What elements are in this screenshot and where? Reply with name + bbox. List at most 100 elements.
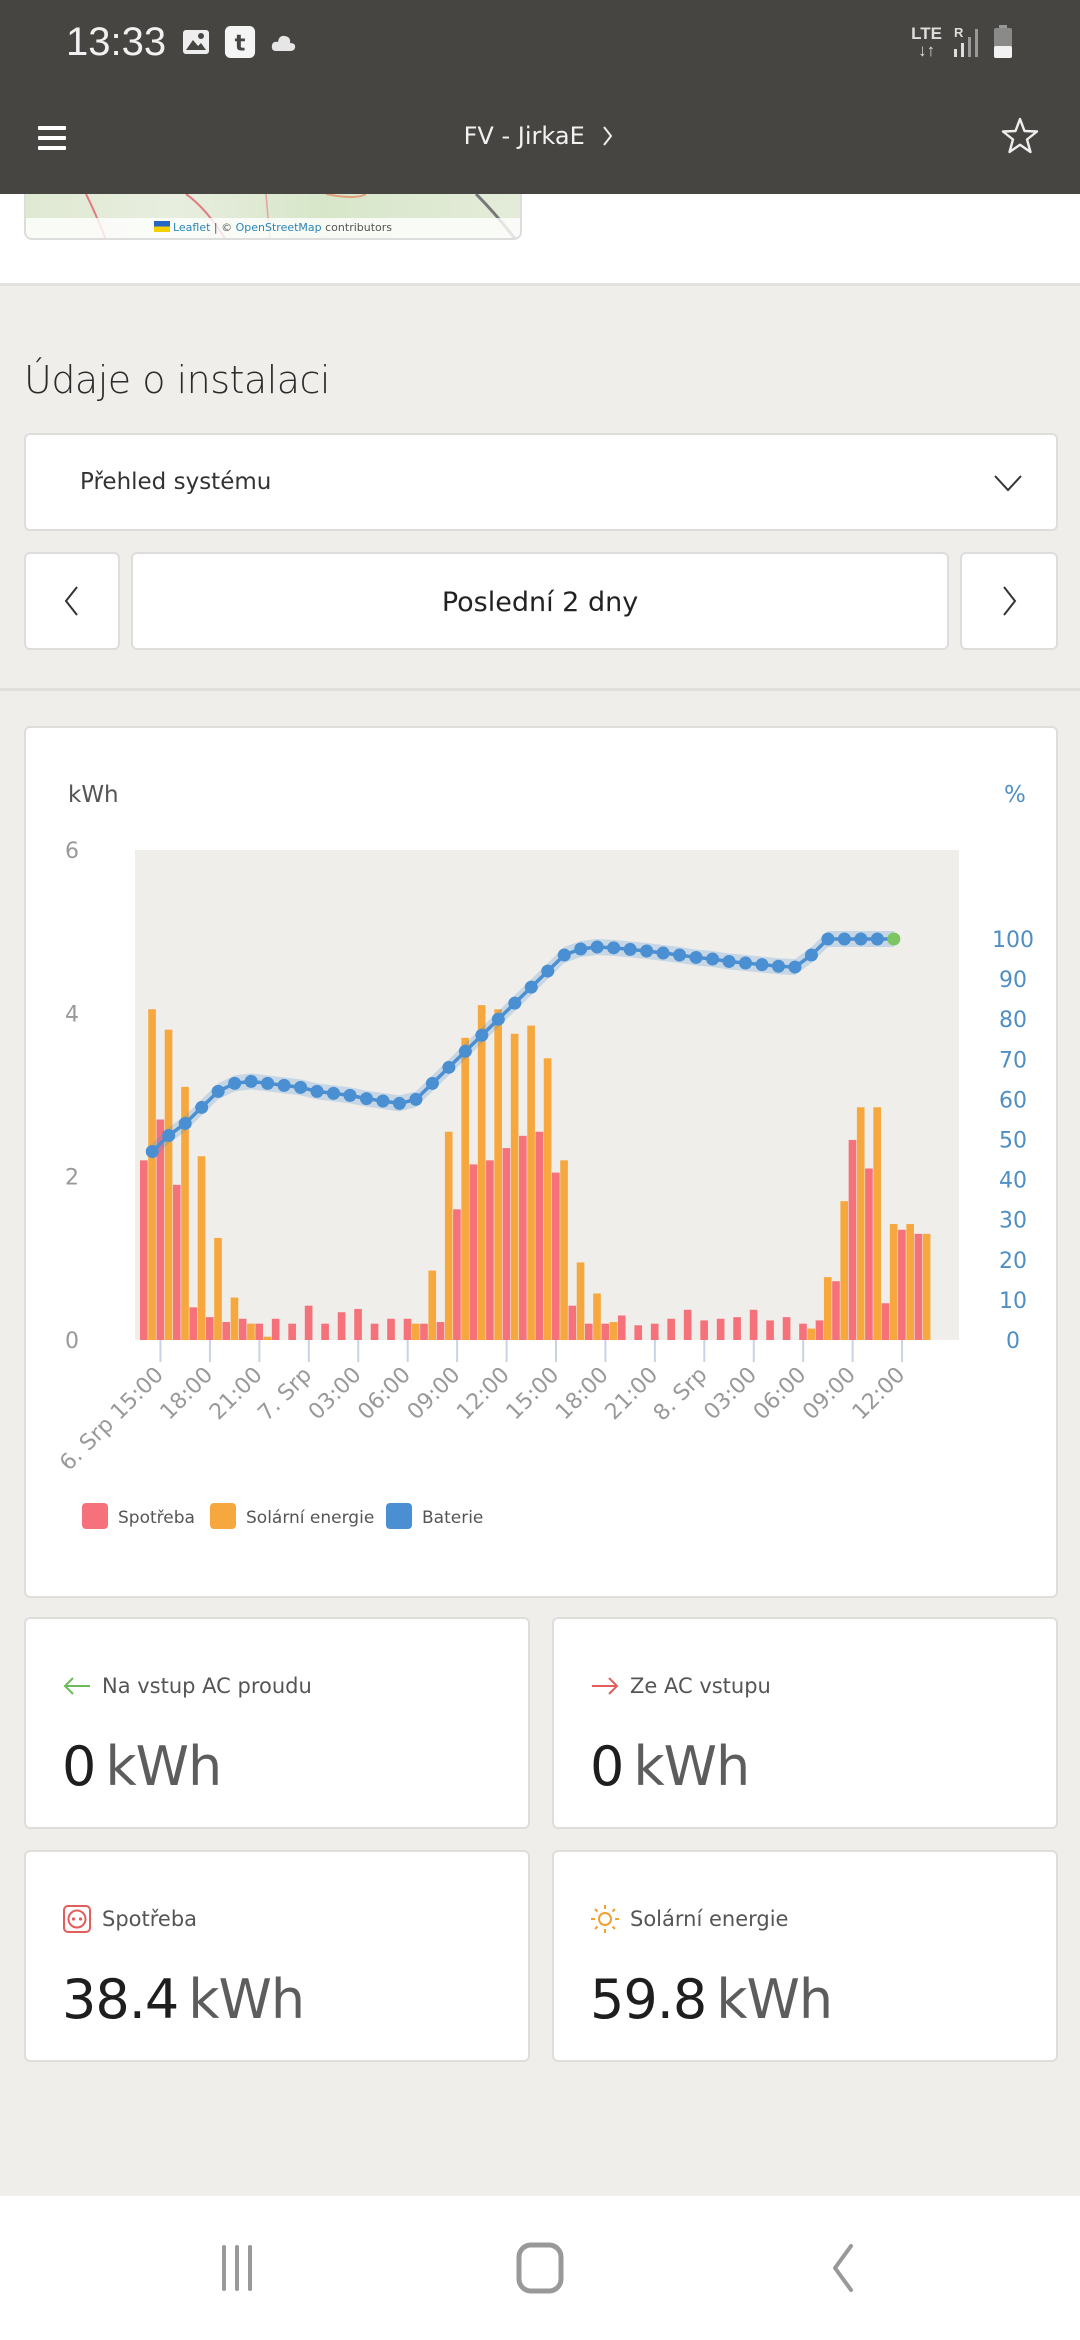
consumption-bar	[238, 1318, 247, 1340]
home-button[interactable]	[505, 2236, 575, 2300]
legend-label: Baterie	[422, 1508, 483, 1528]
solar-bar	[922, 1233, 931, 1340]
x-tick-label: 15:00	[502, 1363, 565, 1426]
consumption-bar	[189, 1307, 198, 1340]
consumption-bar	[271, 1318, 280, 1340]
consumption-bar	[486, 1160, 494, 1340]
solar-bar	[889, 1224, 898, 1340]
battery-point	[837, 932, 851, 946]
solar-bar	[214, 1237, 222, 1340]
y-right-tick-label: 80	[999, 1008, 1027, 1033]
stat-card-ac-input-out[interactable]: Ze AC vstupu 0 kWh	[552, 1617, 1058, 1829]
battery-point	[425, 1076, 439, 1090]
stat-card-solar[interactable]: Solární energie 59.8 kWh	[552, 1850, 1058, 2062]
ukraine-flag-icon	[153, 221, 170, 232]
stat-card-consumption[interactable]: Spotřeba 38.4 kWh	[24, 1850, 530, 2062]
battery-point	[673, 948, 687, 962]
solar-bar	[230, 1297, 239, 1340]
battery-point	[854, 932, 868, 946]
consumption-bar	[650, 1323, 659, 1340]
consumption-bar	[634, 1325, 643, 1340]
lte-indicator: LTE ↓↑	[911, 24, 942, 60]
y-right-tick-label: 40	[999, 1169, 1027, 1194]
consumption-bar	[535, 1131, 544, 1340]
energy-chart[interactable]: kWh % 0 2 4 6 0 10 20 30 40 50 60 70 80 90 100 6. Srp…	[26, 728, 1060, 1600]
map-section: Leaflet | © OpenStreetMap contributors	[0, 194, 1080, 286]
openstreetmap-link[interactable]: OpenStreetMap	[235, 221, 322, 234]
battery-point	[508, 996, 522, 1010]
stat-unit: kWh	[105, 1735, 222, 1798]
battery-point	[442, 1060, 456, 1074]
signal-icon: R	[954, 25, 978, 57]
y-right-tick-label: 60	[999, 1088, 1027, 1113]
solar-bar	[527, 1025, 535, 1340]
battery-point	[771, 959, 785, 973]
legend-swatch	[386, 1503, 412, 1529]
app-header: 13:33 t LTE ↓↑ R FV - JirkaE	[0, 0, 1080, 194]
x-tick-label: 7. Srp	[253, 1363, 317, 1427]
previous-period-button[interactable]	[24, 552, 120, 650]
consumption-bar	[601, 1323, 610, 1340]
battery-point	[327, 1086, 341, 1100]
consumption-bar	[222, 1322, 231, 1340]
menu-button[interactable]	[36, 124, 70, 152]
stat-card-ac-input-in[interactable]: Na vstup AC proudu 0 kWh	[24, 1617, 530, 1829]
battery-point	[755, 958, 769, 972]
x-tick-label: 18:00	[551, 1363, 614, 1426]
attribution-suffix: contributors	[321, 221, 393, 234]
arrow-right-icon	[590, 1671, 620, 1701]
section-divider	[0, 688, 1080, 691]
battery-point	[640, 944, 654, 958]
sun-icon	[590, 1904, 620, 1934]
battery-point	[887, 932, 901, 946]
battery-point	[277, 1078, 291, 1092]
consumption-bar	[832, 1281, 840, 1340]
battery-point	[689, 950, 703, 964]
back-button[interactable]	[808, 2236, 878, 2300]
consumption-bar	[156, 1119, 165, 1340]
next-period-button[interactable]	[960, 552, 1058, 650]
system-navigation-bar	[0, 2196, 1080, 2340]
consumption-bar	[552, 1172, 560, 1340]
x-tick-label: 12:00	[452, 1363, 515, 1426]
consumption-bar	[420, 1323, 428, 1340]
stat-value: 0 kWh	[62, 1735, 222, 1798]
map[interactable]: Leaflet | © OpenStreetMap contributors	[24, 194, 522, 240]
consumption-bar	[354, 1308, 362, 1340]
chevron-right-icon	[1003, 586, 1017, 616]
view-select[interactable]: Přehled systému	[24, 433, 1058, 531]
recents-icon	[222, 2245, 252, 2291]
battery-point	[623, 942, 637, 956]
battery-point	[376, 1094, 390, 1108]
x-tick-label: 06:00	[353, 1363, 416, 1426]
solar-bar	[840, 1201, 849, 1340]
consumption-bar	[568, 1305, 577, 1340]
battery-line	[151, 937, 894, 1153]
period-range-label: Poslední 2 dny	[441, 587, 639, 618]
leaflet-link[interactable]: Leaflet	[172, 221, 211, 234]
solar-bar	[856, 1107, 865, 1340]
consumption-bar	[321, 1323, 329, 1340]
solar-bar	[494, 1009, 502, 1340]
stat-number: 59.8	[590, 1968, 707, 2031]
y-left-tick-label: 4	[65, 1002, 79, 1027]
consumption-bar	[584, 1323, 593, 1340]
recents-button[interactable]	[202, 2236, 272, 2300]
y-right-tick-label: 50	[999, 1129, 1027, 1154]
battery-point	[228, 1076, 242, 1090]
consumption-bar	[387, 1318, 395, 1340]
battery-point	[557, 948, 571, 962]
x-tick-label: 6. Srp 15:00	[55, 1363, 168, 1476]
favorite-button[interactable]	[1000, 116, 1040, 156]
solar-bar	[807, 1328, 816, 1340]
x-tick-label: 03:00	[304, 1363, 367, 1426]
hamburger-menu-icon	[38, 126, 66, 150]
solar-bar	[906, 1224, 914, 1340]
consumption-bar	[914, 1233, 923, 1340]
period-range-button[interactable]: Poslední 2 dny	[131, 552, 949, 650]
installation-title[interactable]: FV - JirkaE	[0, 122, 1080, 150]
chevron-right-icon	[603, 126, 613, 146]
y-left-tick-label: 2	[65, 1166, 79, 1191]
battery-point	[343, 1088, 357, 1102]
x-tick-label: 03:00	[699, 1363, 762, 1426]
